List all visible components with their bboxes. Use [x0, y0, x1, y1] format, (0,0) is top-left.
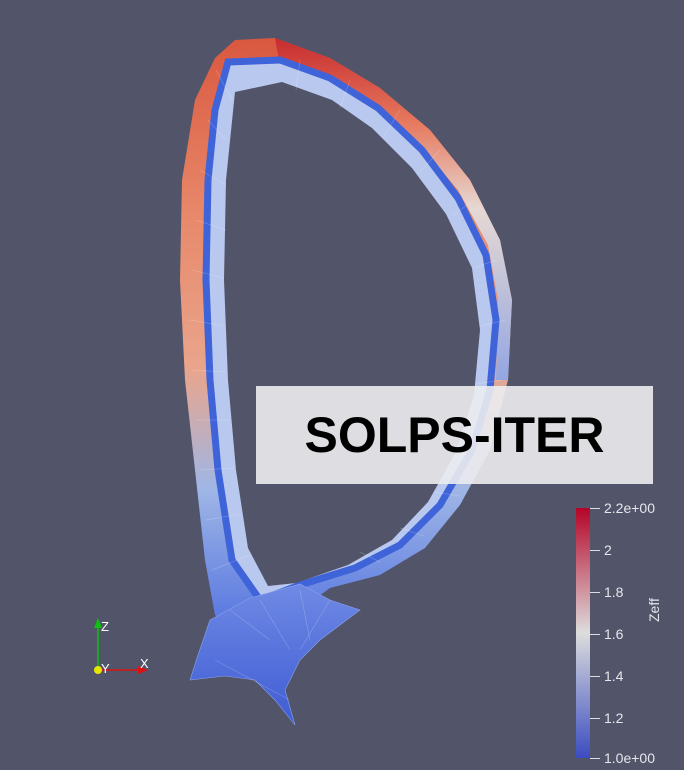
colorbar-tick: [590, 634, 600, 635]
colorbar-label-min: 1.0e+00: [604, 750, 655, 766]
colorbar-label: 1.6: [604, 626, 624, 642]
title-text: SOLPS-ITER: [304, 407, 605, 463]
x-axis-label: X: [140, 656, 149, 671]
colorbar-tick: [590, 592, 600, 593]
colorbar-tick: [590, 550, 600, 551]
z-axis-label: Z: [101, 619, 109, 634]
y-axis-label: Y: [101, 661, 110, 676]
upper-right-hot-band: [275, 38, 512, 380]
colorbar: [576, 508, 590, 758]
colorbar-label-max: 2.2e+00: [604, 500, 655, 516]
orientation-axes[interactable]: Z Y X: [80, 612, 170, 692]
x-axis-arrow: [138, 666, 148, 674]
colorbar-label: 2: [604, 542, 612, 558]
mesh-lines: [189, 59, 507, 701]
colorbar-tick: [590, 508, 600, 509]
title-banner: SOLPS-ITER: [256, 386, 653, 484]
z-axis-arrow: [94, 618, 102, 628]
colorbar-tick: [590, 718, 600, 719]
y-axis-dot: [94, 666, 102, 674]
colorbar-label: 1.8: [604, 584, 624, 600]
colorbar-title: Zeff: [646, 598, 662, 622]
colorbar-tick: [590, 758, 600, 759]
colorbar-label: 1.4: [604, 668, 624, 684]
colorbar-label: 1.2: [604, 710, 624, 726]
colorbar-tick: [590, 676, 600, 677]
divertor-legs: [189, 583, 361, 726]
